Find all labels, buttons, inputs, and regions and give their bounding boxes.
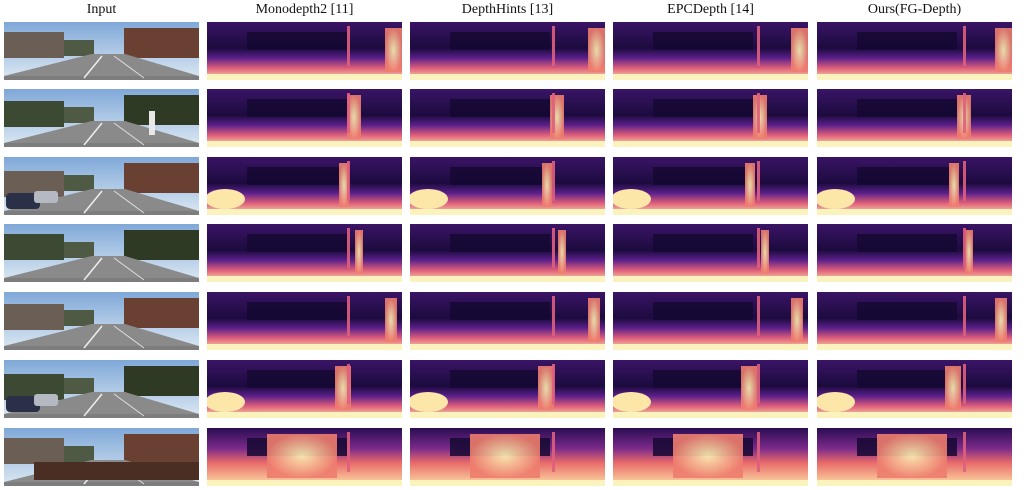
depth-map-monodepth2-row-1 — [207, 22, 402, 80]
depth-map-epcdepth-row-1 — [613, 22, 808, 80]
input-image-row-1 — [4, 22, 199, 80]
depth-map-monodepth2-row-5 — [207, 292, 402, 350]
depth-map-depthhints-row-2 — [410, 89, 605, 147]
depth-map-epcdepth-row-2 — [613, 89, 808, 147]
depth-map-ours-row-4 — [817, 224, 1012, 282]
depth-map-monodepth2-row-4 — [207, 224, 402, 282]
depth-map-depthhints-row-3 — [410, 157, 605, 215]
column-header-epcdepth: EPCDepth [14] — [667, 2, 754, 17]
column-header-depthhints: DepthHints [13] — [461, 2, 554, 17]
depth-map-depthhints-row-7 — [410, 428, 605, 486]
input-image-row-3 — [4, 157, 199, 215]
depth-map-monodepth2-row-3 — [207, 157, 402, 215]
depth-map-depthhints-row-1 — [410, 22, 605, 80]
depth-map-depthhints-row-5 — [410, 292, 605, 350]
depth-map-monodepth2-row-7 — [207, 428, 402, 486]
input-image-row-2 — [4, 89, 199, 147]
depth-map-monodepth2-row-2 — [207, 89, 402, 147]
input-image-row-4 — [4, 224, 199, 282]
column-header-ours: Ours(FG-Depth) — [867, 2, 962, 17]
depth-map-ours-row-2 — [817, 89, 1012, 147]
depth-map-ours-row-3 — [817, 157, 1012, 215]
depth-map-epcdepth-row-3 — [613, 157, 808, 215]
depth-map-ours-row-5 — [817, 292, 1012, 350]
depth-map-ours-row-1 — [817, 22, 1012, 80]
input-image-row-5 — [4, 292, 199, 350]
depth-map-epcdepth-row-6 — [613, 360, 808, 418]
depth-map-epcdepth-row-7 — [613, 428, 808, 486]
depth-map-epcdepth-row-5 — [613, 292, 808, 350]
column-header-input: Input — [86, 2, 117, 17]
depth-map-ours-row-6 — [817, 360, 1012, 418]
depth-map-epcdepth-row-4 — [613, 224, 808, 282]
input-image-row-7 — [4, 428, 199, 486]
depth-map-depthhints-row-4 — [410, 224, 605, 282]
depth-map-depthhints-row-6 — [410, 360, 605, 418]
depth-map-monodepth2-row-6 — [207, 360, 402, 418]
input-image-row-6 — [4, 360, 199, 418]
column-header-monodepth2: Monodepth2 [11] — [255, 2, 354, 17]
depth-map-ours-row-7 — [817, 428, 1012, 486]
